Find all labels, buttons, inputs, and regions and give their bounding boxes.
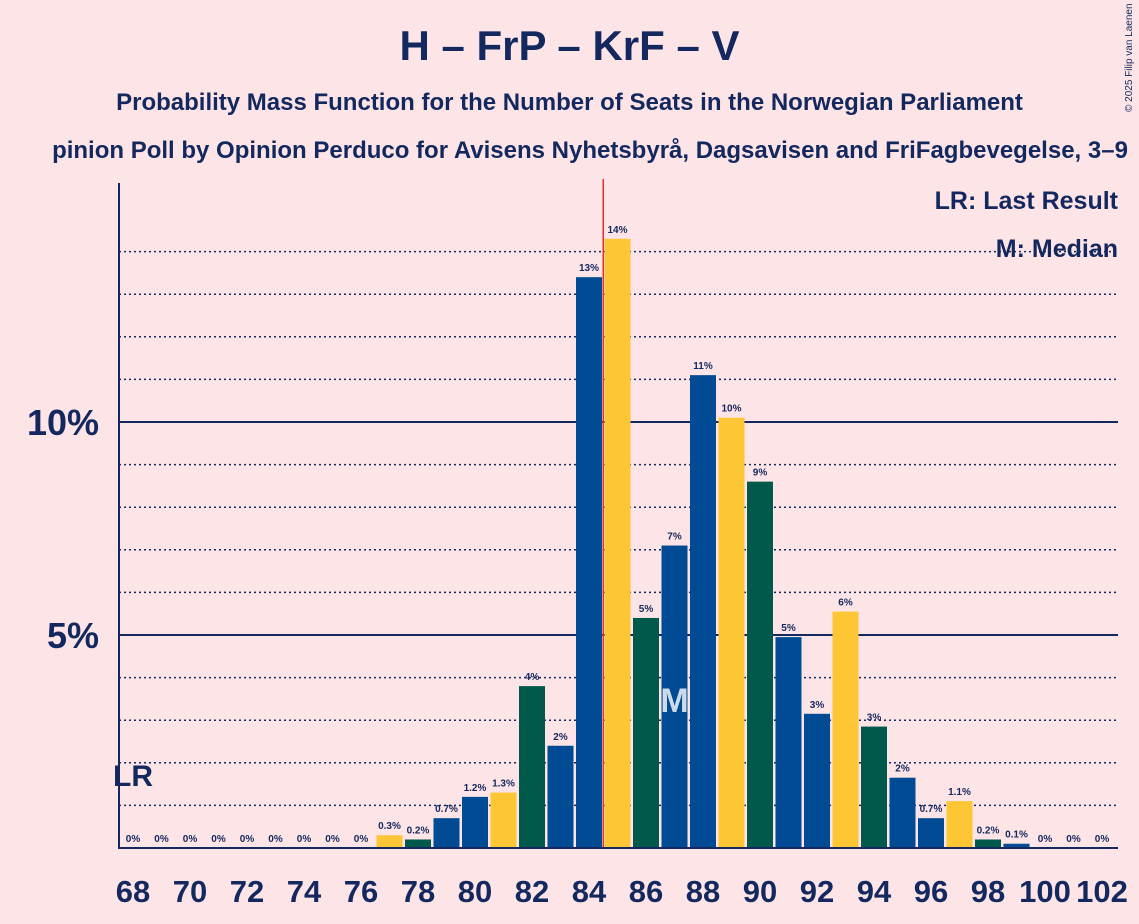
bar-89 [718, 417, 745, 848]
data-label-95: 2% [895, 764, 910, 775]
data-label-94: 3% [867, 713, 882, 724]
data-label-101: 0% [1066, 834, 1081, 845]
data-label-100: 0% [1038, 834, 1053, 845]
bar-87 [661, 545, 688, 848]
data-label-99: 0.1% [1005, 830, 1028, 841]
x-tick-label: 96 [914, 874, 948, 909]
data-label-77: 0.3% [378, 821, 401, 832]
bar-98 [975, 839, 1001, 848]
bar-95 [889, 777, 916, 848]
data-label-80: 1.2% [464, 783, 487, 794]
data-label-98: 0.2% [977, 825, 1000, 836]
bar-88 [690, 375, 716, 848]
bar-96 [918, 818, 944, 848]
legend-median: M: Median [996, 235, 1118, 263]
data-label-74: 0% [297, 834, 312, 845]
bar-85 [604, 238, 631, 848]
data-label-84: 13% [579, 263, 599, 274]
data-label-90: 9% [753, 468, 768, 479]
data-label-81: 1.3% [492, 779, 515, 790]
bar-93 [832, 611, 859, 848]
data-label-76: 0% [354, 834, 369, 845]
data-label-92: 3% [810, 700, 825, 711]
bar-90 [747, 481, 773, 848]
x-tick-label: 76 [344, 874, 378, 909]
bar-92 [804, 713, 830, 848]
legend-last-result: LR: Last Result [935, 187, 1119, 215]
data-label-69: 0% [154, 834, 169, 845]
x-tick-label: 100 [1019, 874, 1071, 909]
bar-97 [946, 801, 973, 848]
x-tick-label: 80 [458, 874, 492, 909]
y-tick-label: 5% [47, 615, 99, 656]
data-label-93: 6% [838, 598, 853, 609]
x-tick-label: 68 [116, 874, 150, 909]
x-tick-label: 70 [173, 874, 207, 909]
data-label-78: 0.2% [407, 825, 430, 836]
chart-subtitle: Probability Mass Function for the Number… [116, 89, 1023, 116]
x-tick-label: 74 [287, 874, 322, 909]
bar-99 [1003, 843, 1030, 848]
data-label-68: 0% [126, 834, 141, 845]
data-label-83: 2% [553, 732, 568, 743]
data-label-97: 1.1% [948, 787, 971, 798]
data-label-70: 0% [183, 834, 198, 845]
bar-83 [547, 745, 574, 848]
bar-94 [861, 726, 887, 848]
data-label-86: 5% [639, 604, 654, 615]
bar-86 [633, 617, 659, 848]
data-label-87: 7% [667, 532, 682, 543]
data-label-91: 5% [781, 623, 796, 634]
data-label-79: 0.7% [435, 804, 458, 815]
chart-title: H – FrP – KrF – V [399, 22, 740, 69]
data-label-71: 0% [211, 834, 226, 845]
bar-80 [462, 796, 488, 848]
bar-82 [519, 686, 545, 848]
data-label-82: 4% [525, 672, 540, 683]
data-label-73: 0% [268, 834, 283, 845]
data-label-96: 0.7% [920, 804, 943, 815]
x-tick-label: 98 [971, 874, 1005, 909]
bar-79 [433, 818, 460, 848]
y-tick-label: 10% [27, 402, 99, 443]
bar-81 [490, 792, 517, 848]
x-tick-label: 102 [1076, 874, 1128, 909]
data-label-75: 0% [325, 834, 340, 845]
x-tick-label: 94 [857, 874, 892, 909]
median-marker: M [660, 682, 688, 720]
bar-84 [576, 277, 602, 848]
bar-91 [775, 637, 802, 848]
bar-77 [376, 835, 403, 848]
data-label-85: 14% [607, 225, 627, 236]
data-label-72: 0% [240, 834, 255, 845]
x-tick-label: 90 [743, 874, 777, 909]
chart-subsubtitle: pinion Poll by Opinion Perduco for Avise… [52, 137, 1128, 164]
x-tick-label: 72 [230, 874, 264, 909]
x-tick-label: 86 [629, 874, 663, 909]
x-tick-label: 78 [401, 874, 435, 909]
x-tick-label: 82 [515, 874, 549, 909]
data-label-102: 0% [1095, 834, 1110, 845]
x-tick-label: 84 [572, 874, 607, 909]
bar-78 [405, 839, 431, 848]
data-label-89: 10% [721, 404, 741, 415]
x-tick-label: 92 [800, 874, 834, 909]
x-tick-label: 88 [686, 874, 720, 909]
data-label-88: 11% [693, 361, 713, 372]
